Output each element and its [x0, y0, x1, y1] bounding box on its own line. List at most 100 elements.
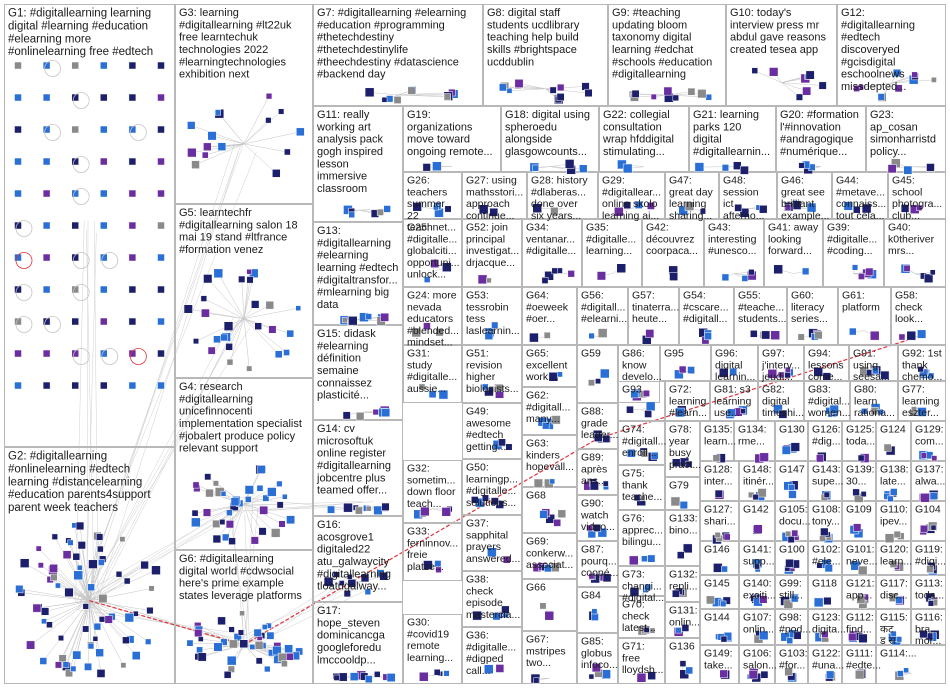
profile-image-icon [100, 285, 108, 294]
profile-image-icon [644, 583, 652, 591]
profile-image-icon [880, 370, 890, 380]
profile-image-icon [187, 121, 196, 130]
edge [45, 600, 90, 612]
profile-image-icon [355, 412, 365, 421]
edge [97, 151, 239, 600]
group-box-g59 [577, 345, 618, 403]
profile-image-icon [51, 533, 58, 540]
profile-image-icon [286, 329, 295, 338]
profile-image-icon [364, 87, 375, 98]
group-label-line: plasticité... [317, 390, 369, 402]
group-label-line: school [892, 186, 922, 198]
group-label-line: learn [854, 395, 878, 407]
group-label-line: getting... [466, 441, 506, 453]
profile-image-icon [333, 674, 340, 681]
profile-image-icon [593, 433, 603, 442]
profile-image-icon [254, 322, 262, 330]
profile-image-icon [100, 125, 108, 134]
edge [89, 549, 101, 601]
group-label-line: G87: [581, 544, 604, 556]
profile-image-icon [884, 533, 895, 543]
group-label-line: bra... [915, 623, 939, 635]
group-label-line: call... [466, 665, 491, 677]
profile-image-icon [187, 147, 197, 158]
group-label-line: G105: [779, 504, 808, 516]
profile-image-icon [816, 454, 824, 463]
profile-image-icon [374, 671, 381, 678]
profile-image-icon [861, 203, 872, 214]
group-label-line: #digital... [622, 592, 664, 604]
edge [89, 539, 123, 601]
group-box-g67 [522, 631, 577, 684]
group-label-line: #gcisdigital [841, 56, 895, 68]
group-label-g119: G119: #digi... [915, 544, 946, 568]
profile-image-icon [119, 536, 126, 543]
group-label-line: globalciti... [407, 245, 457, 257]
group-label-line: G62: [526, 390, 549, 402]
edge [78, 505, 238, 597]
group-label-line: G80: [854, 384, 877, 396]
profile-image-icon [131, 651, 141, 660]
profile-image-icon [14, 349, 22, 358]
edge [509, 88, 546, 92]
profile-image-icon [225, 520, 234, 529]
group-label-g79: G79 [669, 480, 689, 492]
group-label-g19: G19: organizations move toward ongoing remo… [407, 109, 493, 158]
group-label-g35: G35: #digitalle... learning... [586, 222, 636, 258]
profile-image-icon [98, 559, 105, 566]
group-box-g142 [739, 501, 775, 541]
group-label-line: G42: [646, 222, 669, 234]
profile-image-icon [602, 434, 611, 443]
profile-image-icon [407, 86, 416, 95]
group-label-line: changi... [622, 580, 662, 592]
profile-image-icon [205, 488, 214, 498]
edge [84, 142, 235, 608]
profile-image-icon [616, 263, 626, 273]
edge [243, 307, 299, 319]
profile-image-icon [843, 201, 853, 211]
group-label-line: G69: [526, 536, 549, 548]
group-label-g92: G92: 1st thank chemo... [902, 348, 942, 384]
group-label-line: G9: #teaching [612, 7, 681, 19]
profile-image-icon [481, 494, 489, 502]
group-label-line: #digitall... [683, 313, 727, 325]
group-label-line: définition [317, 353, 361, 365]
group-box-g69 [522, 533, 577, 579]
group-box-g66 [522, 579, 577, 631]
group-label-g44: G44: #metave... connaiss... tout cela... [836, 175, 886, 222]
profile-image-icon [418, 383, 426, 391]
profile-image-icon [629, 555, 639, 566]
profile-image-icon [72, 650, 82, 660]
group-label-line: supe... [812, 475, 844, 487]
group-label-line: #elearning [317, 250, 368, 262]
profile-image-icon [433, 204, 439, 211]
group-label-line: timeshi... [762, 407, 804, 419]
group-box-g113 [911, 575, 946, 609]
group-label-line: online skolo [602, 198, 658, 210]
group-label-g139: G139: 30... [846, 464, 875, 488]
group-label-g85: G85: globus infoco... [581, 636, 618, 672]
group-label-line: learn... [704, 435, 736, 447]
group-box-g111 [842, 645, 876, 684]
group-label-g15: G15: didask #elearning définition semaine co… [317, 328, 376, 402]
self-loop-icon [44, 60, 61, 77]
group-box-g124 [876, 421, 911, 461]
profile-image-icon [642, 389, 650, 397]
profile-image-icon [381, 96, 388, 103]
profile-image-icon [740, 165, 749, 175]
group-label-g18: G18: digital using spheroedu alongside glas… [505, 109, 590, 158]
profile-image-icon [71, 157, 79, 166]
profile-image-icon [823, 596, 832, 606]
profile-image-icon [71, 221, 79, 230]
group-label-g77: G77: learning eszter... [902, 384, 940, 420]
group-label-line: teach... [407, 498, 441, 510]
group-label-line: G46: [781, 175, 804, 187]
group-label-line: #education #programming [317, 19, 445, 31]
profile-image-icon [71, 285, 79, 294]
group-label-g122: G122: #una... [812, 648, 844, 672]
group-label-g76: G76: apprec... bilingu... [622, 513, 663, 549]
profile-image-icon [423, 322, 431, 330]
group-label-line: #digi... [915, 555, 946, 567]
profile-image-icon [663, 86, 673, 96]
